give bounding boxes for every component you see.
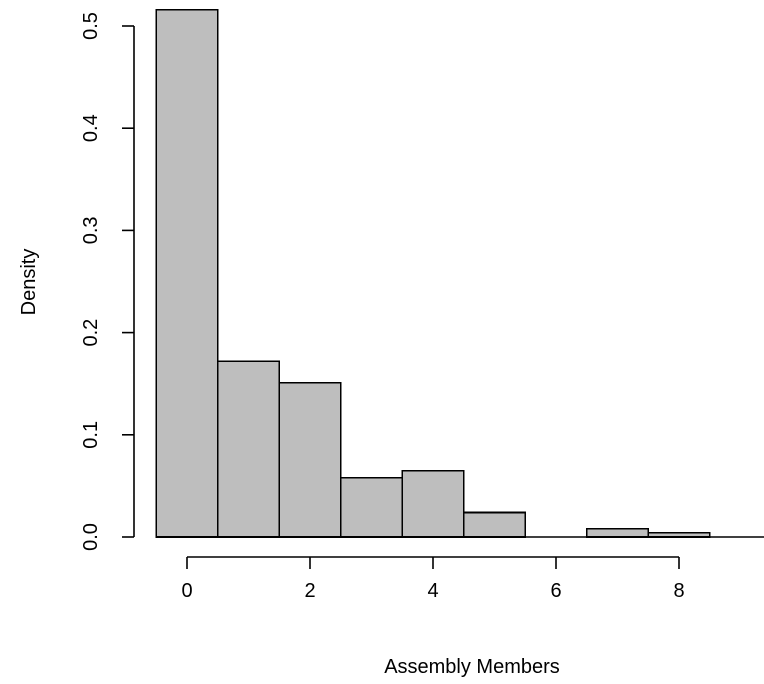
histogram-bar-2 (278, 381, 342, 538)
histogram-bar-4 (401, 469, 465, 538)
histogram-bar-5 (462, 511, 527, 538)
y-tick-label: 0.5 (80, 12, 102, 40)
y-axis-title: Density (18, 249, 40, 316)
histogram-bar-0 (155, 8, 219, 538)
x-tick-label: 4 (427, 580, 438, 602)
x-axis: 0 2 4 6 8 (181, 556, 685, 602)
bars-group (155, 8, 711, 538)
y-axis: 0.0 0.1 0.2 0.3 0.4 0.5 (80, 12, 135, 551)
x-tick-label: 0 (181, 580, 192, 602)
histogram-bar-7 (585, 528, 650, 538)
y-tick-label: 0.4 (80, 114, 102, 142)
x-tick-label: 6 (550, 580, 561, 602)
y-tick-label: 0.1 (80, 421, 102, 449)
histogram-bar-1 (216, 360, 281, 538)
y-tick-label: 0.2 (80, 319, 102, 347)
histogram-bar-3 (339, 476, 404, 538)
x-axis-title: Assembly Members (384, 656, 560, 678)
x-tick-label: 8 (673, 580, 684, 602)
x-tick-label: 2 (304, 580, 315, 602)
y-tick-label: 0.0 (80, 523, 102, 551)
y-tick-label: 0.3 (80, 216, 102, 244)
